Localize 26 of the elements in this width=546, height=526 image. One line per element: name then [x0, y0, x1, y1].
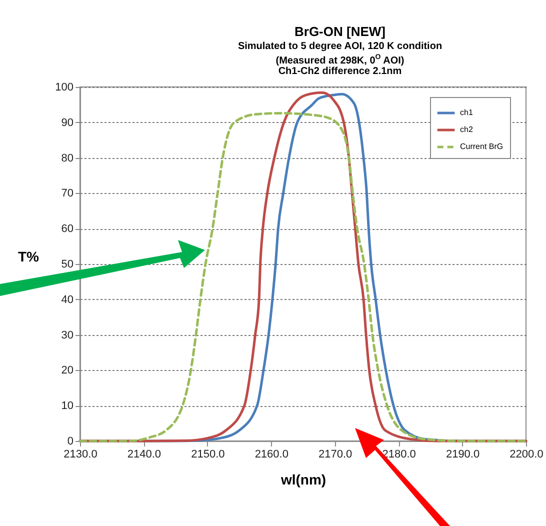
x-tick-label: 2190.0 [446, 448, 480, 460]
x-tick-label: 2170.0 [318, 448, 352, 460]
y-tick-label: 70 [61, 188, 74, 200]
legend-label: ch1 [460, 108, 474, 117]
y-tick-label: 40 [61, 294, 74, 306]
y-tick-label: 60 [61, 223, 74, 236]
y-tick-label: 80 [61, 152, 74, 164]
x-tick-label: 2200.0 [510, 448, 544, 460]
chart-subtitle: Simulated to 5 degree AOI, 120 K condition (Measured at 298K, 0$^{O}$ AOI) Ch1-Ch2 difference 2.1nm [236, 41, 444, 78]
y-tick-label: 100 [55, 82, 74, 94]
legend-label: Current BrG [460, 142, 504, 151]
x-tick-label: 2150.0 [191, 448, 225, 460]
y-tick-label: 50 [61, 258, 74, 270]
x-tick-label: 2130.0 [64, 448, 98, 460]
chart-title: BrG-ON [NEW] [294, 24, 386, 39]
y-axis-title: T% [18, 248, 40, 264]
y-tick-label: 30 [61, 329, 74, 342]
y-tick-label: 0 [67, 436, 74, 448]
y-tick-label: 10 [61, 400, 74, 412]
y-tick-label: 90 [61, 116, 74, 129]
legend-label: ch2 [460, 125, 474, 134]
x-tick-label: 2180.0 [382, 448, 416, 460]
x-tick-label: 2140.0 [127, 448, 162, 460]
y-tick-label: 20 [61, 364, 74, 377]
x-axis-title: wl(nm) [280, 472, 326, 488]
x-tick-label: 2160.0 [254, 448, 288, 460]
